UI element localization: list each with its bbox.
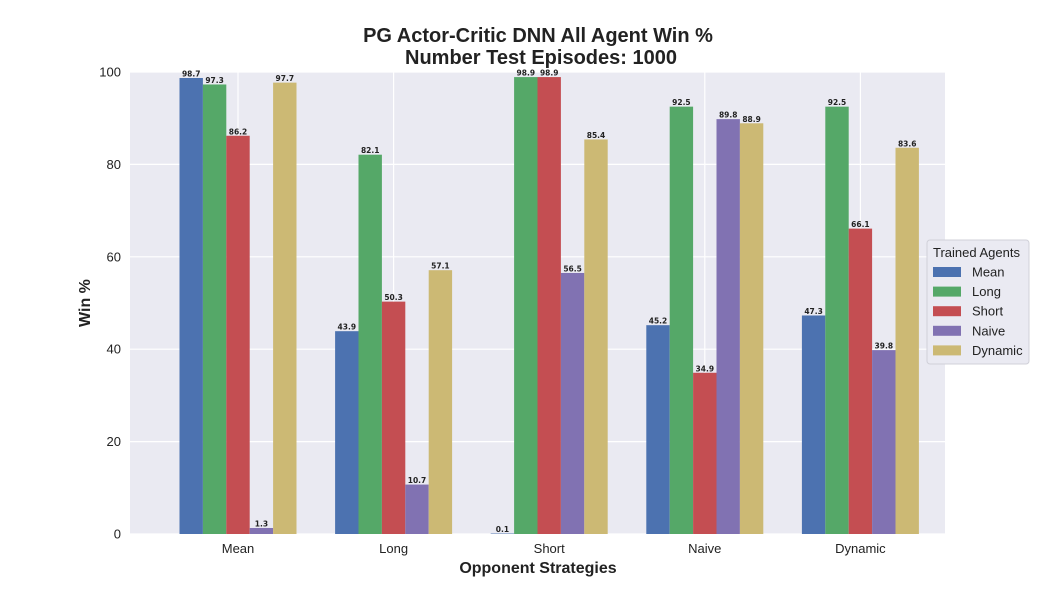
y-tick-label: 20 [107, 434, 121, 449]
bar-value-label: 0.1 [496, 525, 509, 534]
legend-items: Mean Long Short Naive Dynamic [933, 265, 1023, 358]
bar [693, 372, 717, 534]
bar [514, 77, 538, 534]
legend-entry: Long [972, 284, 1001, 299]
y-tick-label: 100 [99, 65, 121, 80]
bar-value-label: 43.9 [338, 323, 357, 332]
bar [848, 228, 873, 535]
bar-value-label: 98.9 [540, 69, 559, 78]
bar-value-label: 45.2 [649, 317, 668, 326]
y-tick-label: 60 [107, 249, 121, 264]
y-tick-label: 80 [107, 157, 121, 172]
bar-value-label: 56.5 [563, 264, 582, 273]
bar-value-label: 10.7 [408, 476, 427, 485]
x-tick-label: Naive [688, 541, 721, 556]
bar-value-label: 50.3 [384, 293, 403, 302]
bar [739, 123, 764, 535]
legend-entry: Dynamic [972, 343, 1023, 358]
bar-value-label: 47.3 [804, 307, 823, 316]
y-axis-ticks: 0 20 40 60 80 100 [99, 65, 121, 542]
y-tick-label: 0 [114, 527, 121, 542]
bar-value-label: 97.7 [276, 74, 295, 83]
legend-entry: Mean [972, 265, 1005, 280]
bar-value-label: 85.4 [587, 131, 606, 140]
bar [584, 139, 608, 534]
chart-title-line2: Number Test Episodes: 1000 [405, 47, 677, 69]
bar-value-label: 89.8 [719, 111, 738, 120]
bar-value-label: 98.7 [182, 70, 201, 79]
bar-value-label: 98.9 [517, 69, 536, 78]
bar-value-label: 92.5 [672, 98, 691, 107]
bar [646, 325, 670, 534]
bar [202, 84, 227, 534]
bar [381, 301, 406, 534]
y-tick-label: 40 [107, 342, 121, 357]
bar [825, 106, 849, 535]
bars [179, 77, 919, 535]
bar [537, 77, 561, 534]
bar [405, 484, 429, 534]
bar [801, 315, 826, 534]
chart-title-line1: PG Actor-Critic DNN All Agent Win % [363, 25, 713, 47]
bar [179, 78, 203, 535]
bar [249, 527, 274, 534]
legend-swatch [933, 267, 961, 277]
bar [428, 270, 453, 534]
bar [273, 82, 297, 534]
legend-entry: Short [972, 304, 1003, 319]
x-tick-label: Long [379, 541, 408, 556]
legend-swatch [933, 345, 961, 356]
legend-swatch [933, 286, 961, 297]
bar-value-labels: 98.7 43.9 0.1 45.2 47.3 97.3 82.1 98.9 92.5 92.5 8… [182, 69, 917, 534]
bar [895, 147, 919, 534]
bar-value-label: 66.1 [851, 220, 870, 229]
x-tick-label: Short [534, 541, 565, 556]
y-axis-label: Win % [77, 279, 94, 327]
bar-value-label: 97.3 [205, 76, 224, 85]
bar [716, 119, 740, 535]
legend-entry: Naive [972, 323, 1005, 338]
bar-value-label: 57.1 [431, 262, 450, 271]
x-axis-label: Opponent Strategies [459, 560, 616, 577]
x-axis-ticks: Mean Long Short Naive Dynamic [222, 541, 886, 556]
x-tick-label: Mean [222, 541, 255, 556]
bar [669, 106, 694, 535]
bar [560, 272, 585, 534]
bar-value-label: 86.2 [229, 127, 248, 136]
bar [226, 135, 250, 535]
bar [335, 331, 359, 534]
legend-swatch [933, 325, 961, 336]
x-tick-label: Dynamic [835, 541, 886, 556]
bar-value-label: 39.8 [875, 342, 894, 351]
bar [872, 350, 896, 534]
legend: Trained Agents Mean Long Short Naive Dynamic [926, 239, 1030, 365]
legend-swatch [933, 306, 961, 317]
bar-value-label: 92.5 [828, 98, 847, 107]
bar-value-label: 83.6 [898, 139, 917, 148]
bar-value-label: 1.3 [255, 519, 268, 528]
legend-title: Trained Agents [933, 245, 1020, 260]
bar-value-label: 88.9 [742, 115, 761, 124]
bar-value-label: 34.9 [696, 364, 715, 373]
bar [358, 154, 382, 534]
bar-value-label: 82.1 [361, 146, 380, 155]
